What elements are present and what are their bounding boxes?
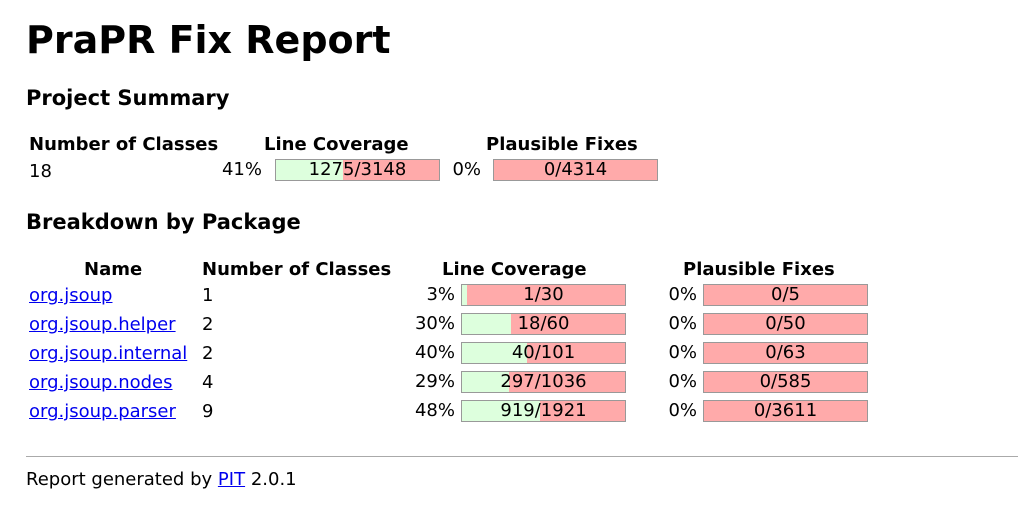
package-coverage-bar: 297/1036 [461, 371, 626, 393]
pit-link[interactable]: PIT [217, 469, 246, 490]
package-coverage-text: 297/1036 [500, 371, 587, 392]
package-fixes-bar: 0/50 [703, 313, 868, 335]
package-coverage-percent: 3% [426, 284, 455, 305]
package-fixes-bar: 0/5 [703, 284, 868, 306]
package-coverage-percent: 40% [414, 342, 455, 363]
package-coverage-bar: 18/60 [461, 313, 626, 335]
package-fixes-text: 0/50 [765, 313, 806, 334]
package-coverage-percent: 30% [414, 313, 455, 334]
breakdown-name-header: Name [84, 259, 143, 280]
package-coverage-text: 919/1921 [500, 400, 587, 421]
package-coverage-fill [462, 285, 467, 305]
package-fixes-percent: 0% [668, 400, 697, 421]
summary-coverage-bar: 1275/3148 [275, 159, 440, 181]
summary-classes-header: Number of Classes [29, 134, 219, 155]
summary-classes-value: 18 [29, 161, 52, 182]
package-classes: 4 [202, 372, 214, 393]
package-fixes-bar: 0/63 [703, 342, 868, 364]
summary-coverage-header: Line Coverage [264, 134, 409, 155]
project-summary-heading: Project Summary [26, 86, 230, 110]
package-fixes-percent: 0% [668, 313, 697, 334]
package-coverage-fill [462, 314, 511, 334]
summary-coverage-text: 1275/3148 [308, 159, 407, 180]
package-link[interactable]: org.jsoup.nodes [29, 372, 173, 393]
breakdown-heading: Breakdown by Package [26, 210, 301, 234]
package-coverage-bar: 919/1921 [461, 400, 626, 422]
package-fixes-text: 0/3611 [753, 400, 818, 421]
package-classes: 2 [202, 314, 214, 335]
package-coverage-bar: 40/101 [461, 342, 626, 364]
package-coverage-fill [462, 401, 541, 421]
package-fixes-percent: 0% [668, 342, 697, 363]
package-fixes-percent: 0% [668, 371, 697, 392]
package-fixes-bar: 0/585 [703, 371, 868, 393]
footer: Report generated by PIT 2.0.1 [26, 469, 297, 490]
package-coverage-percent: 48% [414, 400, 455, 421]
package-coverage-fill [462, 372, 510, 392]
package-coverage-bar: 1/30 [461, 284, 626, 306]
package-fixes-text: 0/5 [771, 284, 800, 305]
footer-divider [26, 456, 1018, 457]
summary-fixes-text: 0/4314 [543, 159, 608, 180]
summary-fixes-bar: 0/4314 [493, 159, 658, 181]
package-coverage-fill [462, 343, 528, 363]
package-fixes-bar: 0/3611 [703, 400, 868, 422]
package-classes: 2 [202, 343, 214, 364]
package-link[interactable]: org.jsoup.parser [29, 401, 176, 422]
summary-fixes-percent: 0% [452, 159, 481, 180]
package-fixes-text: 0/63 [765, 342, 806, 363]
package-coverage-text: 40/101 [511, 342, 576, 363]
breakdown-coverage-header: Line Coverage [442, 259, 587, 280]
package-link[interactable]: org.jsoup.internal [29, 343, 188, 364]
summary-coverage-fill [276, 160, 343, 180]
package-coverage-text: 18/60 [517, 313, 570, 334]
package-fixes-percent: 0% [668, 284, 697, 305]
summary-fixes-header: Plausible Fixes [486, 134, 638, 155]
summary-coverage-percent: 41% [221, 159, 262, 180]
footer-version: 2.0.1 [250, 469, 297, 490]
package-link[interactable]: org.jsoup.helper [29, 314, 176, 335]
page-title: PraPR Fix Report [26, 18, 391, 62]
breakdown-classes-header: Number of Classes [202, 259, 392, 280]
footer-prefix: Report generated by [26, 469, 213, 490]
package-link[interactable]: org.jsoup [29, 285, 113, 306]
breakdown-fixes-header: Plausible Fixes [683, 259, 835, 280]
package-fixes-text: 0/585 [759, 371, 812, 392]
package-coverage-percent: 29% [414, 371, 455, 392]
package-coverage-text: 1/30 [523, 284, 564, 305]
package-classes: 1 [202, 285, 214, 306]
package-classes: 9 [202, 401, 214, 422]
